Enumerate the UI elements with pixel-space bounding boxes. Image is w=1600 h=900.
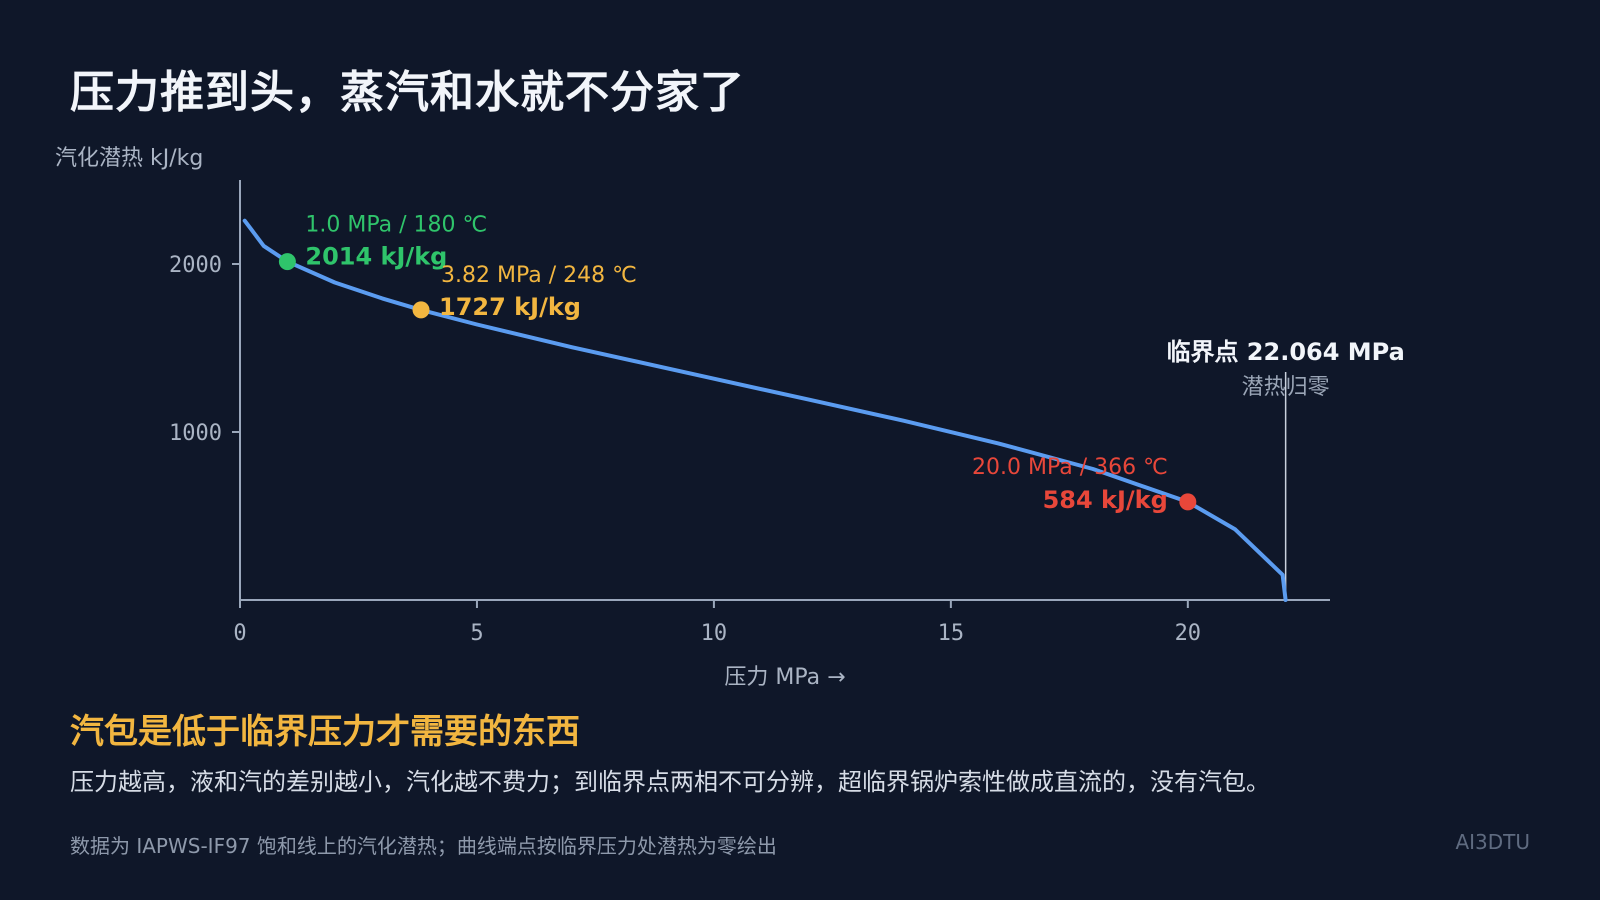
x-tick-label: 5 — [470, 621, 483, 646]
footnote: 数据为 IAPWS-IF97 饱和线上的汽化潜热；曲线端点按临界压力处潜热为零绘… — [70, 834, 777, 858]
latent-heat-chart: 汽化潜热 kJ/kg 压力 MPa → 0 5 10 15 20 1000 2000 临界点 … — [55, 146, 1405, 690]
critical-point-sublabel: 潜热归零 — [1242, 375, 1330, 400]
y-tick-label: 2000 — [169, 253, 222, 278]
critical-point-label: 临界点 22.064 MPa — [1166, 338, 1404, 366]
chart-series — [242, 218, 1288, 602]
data-point-marker — [278, 253, 296, 271]
section-heading: 汽包是低于临界压力才需要的东西 — [70, 712, 580, 752]
x-tick-label: 10 — [701, 621, 728, 646]
chart-axes: 汽化潜热 kJ/kg 压力 MPa → — [55, 146, 1330, 690]
x-tick-label: 0 — [233, 621, 246, 646]
x-tick-label: 15 — [938, 621, 965, 646]
x-tick-label: 20 — [1175, 621, 1202, 646]
chart-markers: 1.0 MPa / 180 ℃ 2014 kJ/kg3.82 MPa / 248 … — [278, 213, 1197, 514]
data-point-condition-label: 1.0 MPa / 180 ℃ — [305, 213, 487, 238]
data-point-value-label: 2014 kJ/kg — [305, 243, 447, 271]
body-text: 压力越高，液和汽的差别越小，汽化越不费力；到临界点两相不可分辨，超临界锅炉索性做… — [70, 768, 1270, 796]
data-point-condition-label: 3.82 MPa / 248 ℃ — [441, 263, 637, 288]
data-point-marker — [412, 301, 430, 319]
latent-heat-curve — [242, 218, 1288, 602]
y-axis-label: 汽化潜热 kJ/kg — [55, 146, 203, 171]
y-tick-label: 1000 — [169, 421, 222, 446]
critical-point-annotation: 临界点 22.064 MPa 潜热归零 — [1166, 338, 1405, 600]
data-point-marker — [1179, 493, 1197, 511]
chart-ticks: 0 5 10 15 20 1000 2000 — [169, 253, 1201, 646]
data-point-value-label: 1727 kJ/kg — [439, 293, 581, 321]
data-point-condition-label: 20.0 MPa / 366 ℃ — [972, 455, 1168, 480]
data-point-value-label: 584 kJ/kg — [1043, 486, 1168, 514]
brand-mark: AI3DTU — [1455, 830, 1530, 854]
x-axis-label: 压力 MPa → — [724, 665, 845, 690]
page-title: 压力推到头，蒸汽和水就不分家了 — [70, 67, 745, 118]
